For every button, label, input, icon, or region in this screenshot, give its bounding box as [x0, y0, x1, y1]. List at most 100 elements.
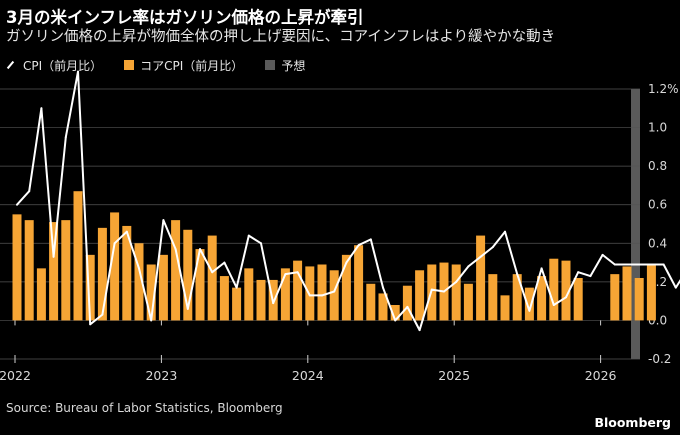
core-cpi-bar — [646, 264, 656, 321]
x-tick-label: 2023 — [145, 368, 177, 383]
cpi-point — [662, 263, 665, 266]
core-cpi-bar — [171, 220, 181, 321]
core-cpi-bar — [183, 229, 193, 321]
cpi-point — [174, 248, 177, 251]
cpi-point — [638, 263, 641, 266]
core-cpi-bar — [134, 243, 144, 321]
core-cpi-bar — [146, 264, 156, 321]
cpi-point — [186, 307, 189, 310]
cpi-point — [125, 230, 128, 233]
core-cpi-bar — [195, 249, 205, 321]
cpi-point — [223, 261, 226, 264]
cpi-point — [235, 286, 238, 289]
core-cpi-bar — [329, 270, 339, 321]
cpi-point — [528, 309, 531, 312]
core-cpi-bar — [293, 260, 303, 321]
core-cpi-bar — [610, 274, 620, 321]
core-cpi-bar — [36, 268, 46, 321]
core-cpi-bar — [415, 270, 425, 321]
cpi-point — [357, 244, 360, 247]
core-cpi-bar — [12, 214, 22, 321]
forecast-band — [631, 89, 640, 359]
core-cpi-bar — [488, 274, 498, 321]
cpi-point — [101, 313, 104, 316]
cpi-point — [479, 255, 482, 258]
core-cpi-bar — [390, 305, 400, 321]
core-cpi-bar — [476, 235, 486, 321]
core-cpi-bar — [122, 225, 132, 321]
cpi-point — [321, 294, 323, 297]
cpi-point — [16, 203, 18, 206]
x-tick-label: 2025 — [438, 368, 470, 383]
cpi-point — [626, 263, 628, 266]
cpi-point — [540, 267, 543, 270]
cpi-point — [443, 290, 445, 293]
cpi-point — [247, 234, 250, 237]
core-cpi-bar — [97, 227, 107, 321]
cpi-point — [64, 136, 67, 139]
cpi-point — [674, 286, 677, 289]
cpi-point — [113, 242, 116, 245]
cpi-point — [52, 255, 55, 258]
cpi-point — [308, 294, 311, 297]
cpi-point — [430, 288, 433, 291]
cpi-point — [89, 323, 92, 326]
core-cpi-bar — [219, 276, 229, 321]
cpi-point — [650, 263, 653, 266]
cpi-point — [382, 286, 384, 289]
cpi-point — [467, 265, 470, 268]
core-cpi-bar — [73, 191, 83, 321]
y-tick-label: -0.2 — [648, 352, 671, 366]
square-icon — [265, 60, 276, 70]
chart-subtitle: ガソリン価格の上昇が物価全体の押し上げ要因に、コアインフレはより緩やかな動き — [6, 29, 556, 45]
core-cpi-bar — [561, 260, 571, 321]
core-cpi-bar — [549, 258, 559, 321]
cpi-point — [601, 253, 604, 256]
y-tick-label: 0.8 — [648, 159, 667, 173]
legend-item-core: コアCPI（前月比） — [124, 57, 243, 74]
core-cpi-bar — [280, 268, 290, 321]
core-cpi-bar — [256, 279, 266, 321]
cpi-point — [284, 273, 287, 276]
cpi-point — [418, 329, 421, 332]
bloomberg-logo: Bloomberg — [594, 415, 671, 430]
cpi-point — [406, 305, 409, 308]
y-tick-label: 1.2% — [648, 82, 679, 96]
cpi-point — [138, 267, 140, 270]
cpi-point — [260, 242, 262, 245]
cpi-point — [369, 238, 372, 241]
core-cpi-bar — [573, 278, 583, 321]
core-cpi-bar — [500, 295, 510, 321]
core-cpi-bar — [354, 245, 364, 321]
core-cpi-bar — [378, 293, 388, 321]
core-cpi-bar — [49, 222, 59, 321]
legend-label-cpi: CPI（前月比） — [23, 58, 103, 73]
core-cpi-bar — [512, 274, 522, 321]
y-tick-label: 0.4 — [648, 236, 667, 250]
cpi-point — [394, 319, 397, 322]
cpi-point — [333, 290, 336, 293]
cpi-point — [77, 70, 79, 73]
source-note: Source: Bureau of Labor Statistics, Bloo… — [6, 401, 283, 415]
x-tick-label: 2026 — [585, 368, 617, 383]
core-cpi-bar — [524, 287, 534, 321]
core-cpi-bar — [622, 266, 632, 321]
chart-title: 3月の米インフレ率はガソリン価格の上昇が牽引 — [6, 8, 364, 27]
cpi-point — [272, 302, 275, 305]
core-cpi-bar — [402, 285, 412, 321]
x-tick-label: 2022 — [0, 368, 31, 383]
core-cpi-bar — [110, 212, 120, 321]
core-cpi-bar — [61, 220, 71, 321]
legend-label-forecast: 予想 — [281, 58, 306, 73]
cpi-point — [345, 261, 348, 264]
core-cpi-bar — [317, 264, 327, 321]
cpi-point — [162, 219, 165, 222]
core-cpi-bar — [158, 254, 168, 321]
cpi-point — [552, 304, 555, 306]
cpi-point — [516, 273, 519, 276]
core-cpi-bar — [537, 276, 547, 321]
cpi-point — [199, 248, 201, 251]
legend-label-core: コアCPI（前月比） — [140, 58, 244, 73]
core-cpi-bar — [85, 254, 95, 321]
